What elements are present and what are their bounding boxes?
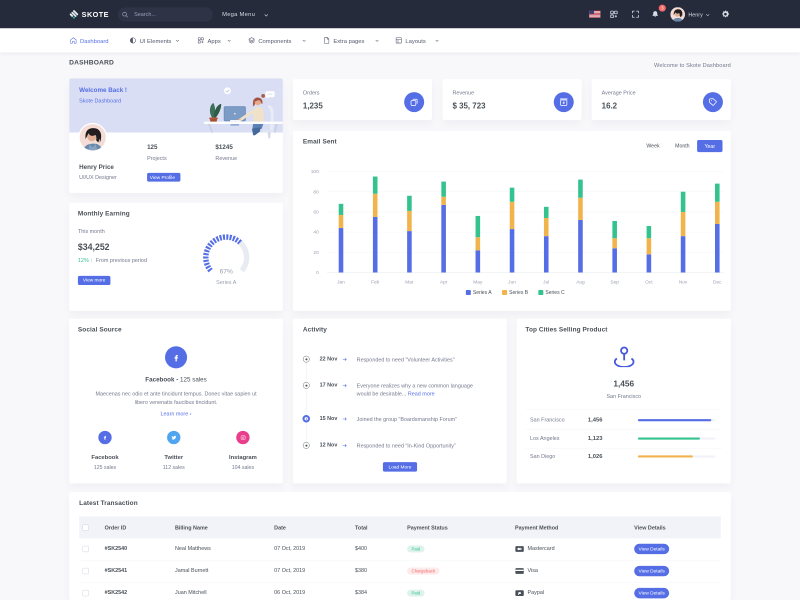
svg-text:Feb: Feb bbox=[371, 279, 380, 285]
svg-text:Apr: Apr bbox=[440, 279, 448, 285]
svg-text:80: 80 bbox=[313, 189, 319, 195]
svg-text:Series A: Series A bbox=[216, 280, 237, 286]
svg-text:40: 40 bbox=[313, 230, 319, 236]
svg-text:Series C: Series C bbox=[545, 290, 565, 296]
svg-text:May: May bbox=[473, 279, 483, 285]
svg-text:Series A: Series A bbox=[473, 290, 492, 296]
svg-text:Jan: Jan bbox=[337, 279, 345, 285]
svg-text:0: 0 bbox=[316, 270, 319, 276]
svg-text:Dec: Dec bbox=[713, 279, 722, 285]
svg-text:20: 20 bbox=[313, 250, 319, 256]
svg-text:Sep: Sep bbox=[610, 279, 619, 285]
svg-text:Series B: Series B bbox=[509, 290, 529, 296]
svg-text:Jun: Jun bbox=[508, 279, 516, 285]
svg-text:Mar: Mar bbox=[405, 279, 414, 285]
svg-text:100: 100 bbox=[311, 169, 319, 175]
svg-text:Aug: Aug bbox=[576, 279, 585, 285]
svg-text:60: 60 bbox=[313, 210, 319, 216]
svg-text:Jul: Jul bbox=[543, 279, 549, 285]
svg-text:Nov: Nov bbox=[679, 279, 688, 285]
svg-text:67%: 67% bbox=[220, 268, 233, 275]
svg-text:Oct: Oct bbox=[645, 279, 653, 285]
